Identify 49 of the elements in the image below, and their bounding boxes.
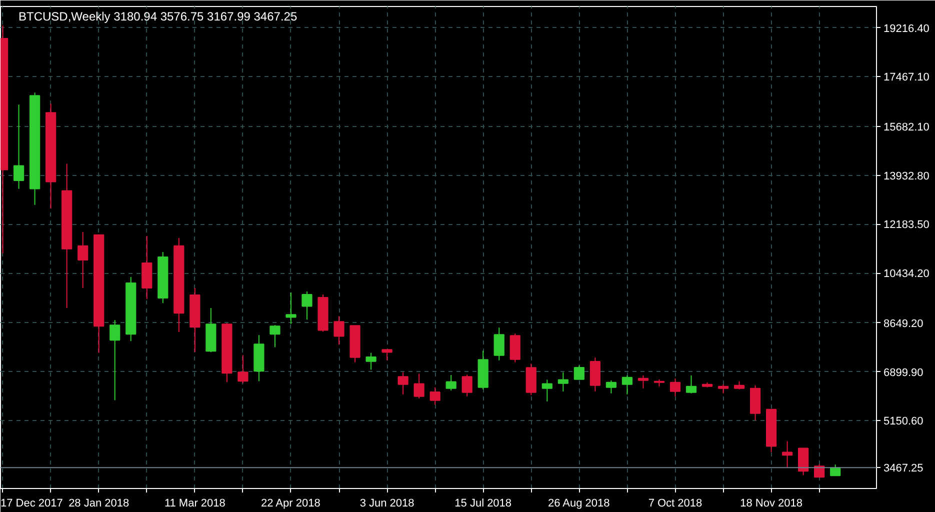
x-tick-label: 15 Jul 2018: [454, 498, 512, 510]
candlestick: [510, 333, 520, 363]
y-tick-label: 10434.20: [884, 268, 930, 280]
candlestick: [686, 374, 697, 394]
y-tick-label: 17467.10: [884, 72, 930, 84]
y-tick-label: 8649.20: [884, 318, 924, 330]
chart-title: BTCUSD,Weekly 3180.94 3576.75 3167.99 3467.25: [18, 10, 298, 24]
candlestick: [398, 372, 408, 395]
candlestick: [13, 104, 24, 190]
candlestick: [414, 373, 424, 399]
candlestick: [782, 440, 793, 468]
candlestick: [238, 354, 248, 384]
x-tick-label: 22 Apr 2018: [261, 498, 320, 510]
candlestick: [302, 291, 312, 320]
x-tick-label: 7 Oct 2018: [648, 498, 702, 510]
candlestick: [606, 380, 616, 394]
candlestick: [446, 374, 456, 391]
candlestick: [670, 378, 681, 397]
y-tick-label: 6899.90: [884, 366, 924, 379]
candlestick: [110, 320, 120, 401]
candlestick: [814, 464, 825, 478]
candlestick: [430, 386, 440, 406]
y-tick-label: 13932.80: [884, 170, 930, 182]
candlestick: [78, 231, 88, 289]
x-tick-label: 3 Jun 2018: [360, 498, 414, 510]
y-tick-label: 19216.40: [884, 22, 930, 35]
candlestick: [382, 349, 392, 361]
candlestick: [334, 316, 344, 346]
y-tick-label: 15682.10: [884, 122, 930, 134]
candlestick: [366, 352, 376, 370]
y-tick-label: 12183.50: [884, 219, 930, 232]
x-tick-label: 17 Dec 2017: [0, 498, 63, 510]
candlestick: [638, 374, 649, 389]
candlestick: [622, 374, 632, 395]
candlestick: [270, 324, 280, 348]
candlestick: [798, 448, 809, 476]
candlestick: [462, 374, 472, 397]
x-tick-label: 18 Nov 2018: [740, 498, 802, 510]
x-tick-label: 28 Jan 2018: [68, 498, 130, 510]
candlestick: [286, 292, 296, 324]
candlestick: [558, 372, 568, 392]
candlestick: [494, 327, 504, 361]
x-tick-label: 26 Aug 2018: [548, 498, 610, 510]
candlestick: [590, 356, 600, 392]
candlestick: [574, 364, 584, 380]
ref-line-label: 3467.25: [884, 462, 924, 475]
x-tick-label: 11 Mar 2018: [164, 498, 226, 510]
y-tick-label: 5150.60: [884, 416, 924, 428]
candlestick: [542, 379, 552, 402]
